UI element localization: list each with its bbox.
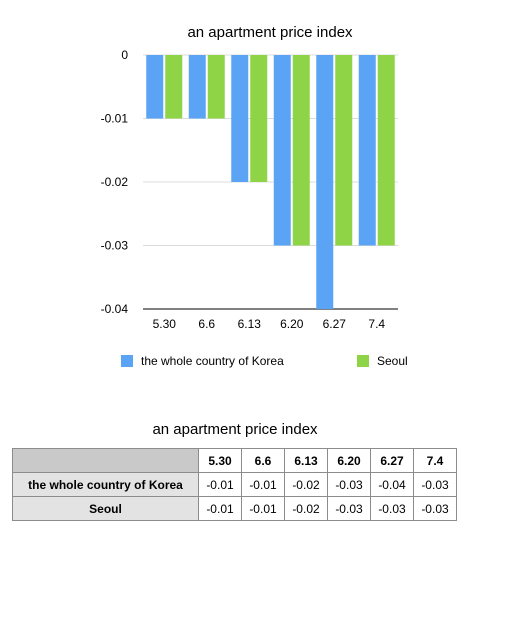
column-header: 6.20: [327, 448, 371, 473]
table-cell: -0.02: [284, 496, 328, 521]
table-cell: -0.01: [198, 496, 242, 521]
row-header: the whole country of Korea: [12, 472, 199, 497]
x-tick-label: 6.27: [323, 317, 347, 331]
bar-seoul: [377, 55, 395, 246]
bar-korea: [316, 55, 334, 309]
bar-seoul: [292, 55, 310, 246]
bar-korea: [273, 55, 291, 246]
table-title: an apartment price index: [152, 421, 318, 438]
table-cell: -0.02: [284, 472, 328, 497]
table-cell: -0.03: [413, 472, 457, 497]
x-tick-label: 5.30: [153, 317, 177, 331]
bar-seoul: [250, 55, 268, 182]
table-corner-cell: [12, 448, 199, 473]
table-row: Seoul -0.01 -0.01 -0.02 -0.03 -0.03 -0.0…: [12, 496, 457, 521]
bar-korea: [188, 55, 206, 119]
row-header: Seoul: [12, 496, 199, 521]
bar-seoul: [165, 55, 183, 119]
column-header: 7.4: [413, 448, 457, 473]
bar-korea: [358, 55, 376, 246]
bar-seoul: [335, 55, 353, 246]
table-cell: -0.03: [327, 472, 371, 497]
bar-chart: 0 -0.01 -0.02 -0.03 -0.04 5.30 6.6 6.13 6.20 6.27…: [101, 48, 398, 331]
legend-swatch-seoul: [357, 355, 369, 367]
legend-label-seoul: Seoul: [377, 354, 408, 368]
x-tick-label: 6.20: [280, 317, 304, 331]
bar-korea: [231, 55, 249, 182]
y-tick-label: -0.02: [101, 175, 129, 189]
column-header: 6.6: [241, 448, 285, 473]
y-tick-label: 0: [121, 48, 128, 62]
table-cell: -0.03: [327, 496, 371, 521]
x-tick-label: 6.13: [238, 317, 262, 331]
table-cell: -0.01: [241, 472, 285, 497]
chart-title: an apartment price index: [187, 24, 353, 41]
bar-seoul: [207, 55, 225, 119]
y-tick-label: -0.03: [101, 239, 129, 253]
table-cell: -0.04: [370, 472, 414, 497]
table-row: the whole country of Korea -0.01 -0.01 -…: [12, 472, 457, 497]
legend-item-seoul: Seoul: [357, 354, 408, 368]
legend-item-korea: the whole country of Korea: [121, 354, 284, 368]
column-header: 6.27: [370, 448, 414, 473]
y-tick-label: -0.04: [101, 302, 129, 316]
column-header: 5.30: [198, 448, 242, 473]
data-table: 5.30 6.6 6.13 6.20 6.27 7.4 the whole co…: [12, 448, 457, 521]
table-cell: -0.03: [413, 496, 457, 521]
x-tick-label: 7.4: [368, 317, 385, 331]
y-tick-label: -0.01: [101, 112, 129, 126]
bar-korea: [146, 55, 164, 119]
legend-label-korea: the whole country of Korea: [141, 354, 284, 368]
table-cell: -0.01: [241, 496, 285, 521]
legend-swatch-korea: [121, 355, 133, 367]
table-cell: -0.03: [370, 496, 414, 521]
x-tick-label: 6.6: [198, 317, 215, 331]
column-header: 6.13: [284, 448, 328, 473]
table-header-row: 5.30 6.6 6.13 6.20 6.27 7.4: [12, 448, 457, 473]
chart-legend: the whole country of Korea Seoul: [0, 354, 510, 372]
table-cell: -0.01: [198, 472, 242, 497]
